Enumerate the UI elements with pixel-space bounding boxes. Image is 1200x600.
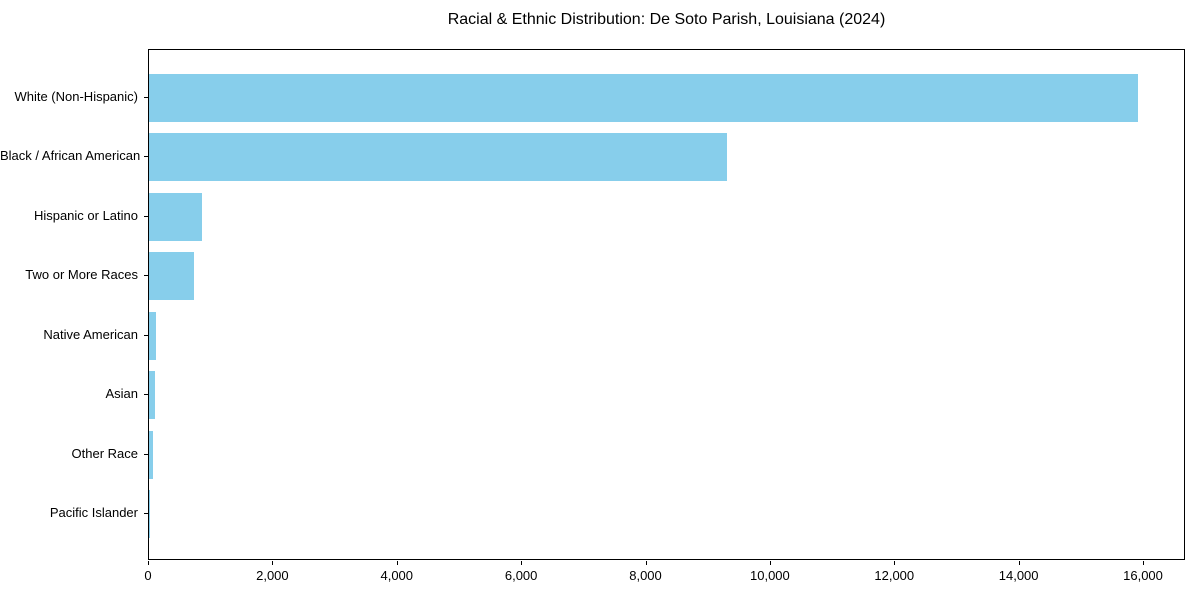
x-tick-mark	[894, 561, 896, 565]
bar-two-or-more-races	[149, 252, 195, 301]
bar-pacific-islander	[149, 490, 150, 538]
x-tick-mark	[272, 561, 274, 565]
y-tick-label: Asian	[105, 386, 138, 402]
y-tick-label: Other Race	[71, 445, 138, 461]
x-tick-label: 6,000	[504, 568, 538, 583]
y-tick-label: Black / African American	[0, 148, 141, 164]
x-tick-label: 12,000	[874, 568, 915, 583]
x-tick-label: 4,000	[380, 568, 414, 583]
plot-area	[148, 49, 1185, 560]
bar-white-non-hispanic	[149, 74, 1138, 122]
x-tick-label: 0	[144, 568, 152, 583]
x-tick-mark	[769, 561, 771, 565]
x-tick-mark	[148, 561, 149, 565]
x-tick-label: 14,000	[998, 568, 1039, 583]
bar-native-american	[149, 311, 157, 360]
y-tick-label: Pacific Islander	[49, 505, 138, 520]
y-tick-mark	[144, 275, 148, 277]
y-tick-mark	[144, 97, 148, 98]
x-tick-mark	[645, 561, 647, 565]
x-tick-label: 10,000	[749, 568, 790, 583]
y-tick-label: White (Non-Hispanic)	[14, 89, 138, 104]
bar-asian	[149, 371, 156, 420]
bar-black-african-american	[149, 133, 728, 182]
y-tick-label: Two or More Races	[25, 267, 138, 283]
x-tick-mark	[1018, 561, 1020, 565]
bar-hispanic-or-latino	[149, 192, 202, 241]
y-tick-mark	[144, 453, 148, 455]
x-tick-label: 2,000	[256, 568, 289, 583]
x-tick-mark	[1143, 561, 1145, 565]
x-tick-mark	[396, 561, 398, 565]
x-tick-label: 8,000	[629, 568, 662, 583]
chart-title: Racial & Ethnic Distribution: De Soto Pa…	[447, 11, 886, 28]
y-tick-mark	[144, 394, 148, 396]
y-tick-mark	[144, 334, 148, 336]
y-tick-mark	[144, 156, 148, 158]
y-tick-label: Hispanic or Latino	[33, 207, 138, 223]
bar-other-race	[149, 430, 153, 479]
y-tick-label: Native American	[43, 326, 138, 342]
x-tick-label: 16,000	[1123, 568, 1163, 583]
x-tick-mark	[521, 561, 523, 565]
y-tick-mark	[144, 513, 148, 514]
y-tick-mark	[144, 215, 148, 217]
